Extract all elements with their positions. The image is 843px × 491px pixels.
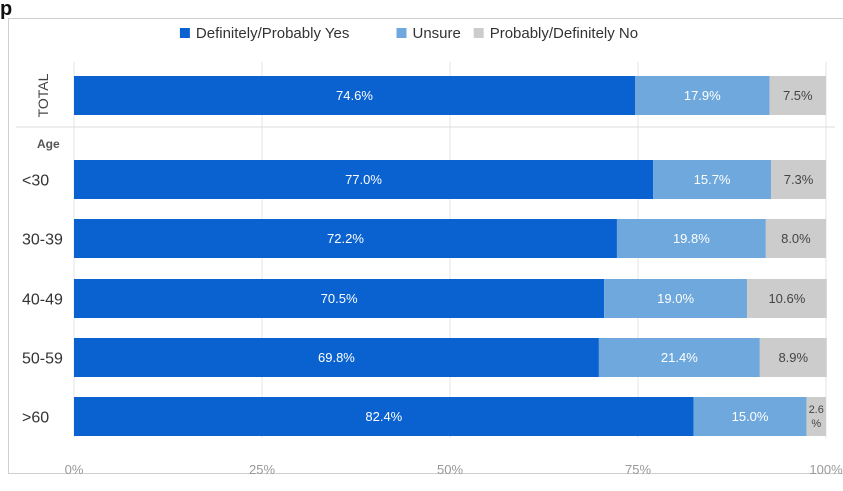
x-tick-label: 0% (65, 462, 84, 477)
bar-data-label: 7.5% (783, 88, 813, 103)
legend-label: Probably/Definitely No (490, 25, 638, 42)
bar-data-label: 19.8% (673, 231, 710, 246)
category-label: 50-59 (22, 351, 63, 368)
bar-data-label: 74.6% (336, 88, 373, 103)
x-tick-label: 50% (437, 462, 463, 477)
legend-swatch (179, 28, 190, 38)
legend-swatch (396, 28, 407, 38)
page-title: p (0, 0, 843, 22)
x-tick-label: 100% (809, 462, 843, 477)
bar-data-label: 10.6% (768, 291, 805, 306)
category-label: >60 (22, 410, 49, 427)
bar-segment-unsure (598, 338, 760, 377)
bar-segment-unsure (693, 397, 807, 436)
category-label: 40-49 (22, 292, 63, 309)
bar-data-label: 8.0% (781, 231, 811, 246)
legend-swatch (473, 28, 484, 38)
bar-segment-unsure (653, 160, 772, 199)
x-tick-label: 75% (625, 462, 651, 477)
bar-data-label: 15.7% (694, 172, 731, 187)
legend-label: Definitely/Probably Yes (196, 25, 349, 42)
category-label: <30 (22, 173, 49, 190)
bar-segment-yes (74, 219, 617, 258)
bar-segment-no (759, 338, 827, 377)
bar-segment-yes (74, 338, 599, 377)
bar-data-label: 77.0% (345, 172, 382, 187)
bar-data-label: 72.2% (327, 231, 364, 246)
bar-data-label: 21.4% (661, 350, 698, 365)
bar-segment-unsure (616, 219, 766, 258)
bar-data-label: % (811, 418, 821, 430)
page-title-text: p (0, 0, 13, 20)
bar-segment-yes (74, 76, 635, 115)
age-group-label: Age (37, 137, 60, 151)
legend-label: Unsure (413, 25, 461, 42)
category-label: 30-39 (22, 232, 63, 249)
bar-data-label: 7.3% (784, 172, 814, 187)
bar-data-label: 15.0% (732, 409, 769, 424)
bar-data-label: 17.9% (684, 88, 721, 103)
bar-segment-no (771, 160, 826, 199)
bar-segment-yes (74, 279, 605, 318)
bar-data-label: 70.5% (321, 291, 358, 306)
bar-segment-yes (74, 160, 654, 199)
bar-segment-yes (74, 397, 694, 436)
bar-segment-unsure (634, 76, 770, 115)
bar-segment-no (765, 219, 826, 258)
bar-data-label: 19.0% (657, 291, 694, 306)
bar-segment-no (806, 397, 826, 436)
bar-segment-unsure (604, 279, 748, 318)
bar-segment-no (769, 76, 826, 115)
bar-data-label: 69.8% (318, 350, 355, 365)
category-label-total: TOTAL (35, 73, 51, 117)
bar-data-label: 82.4% (365, 409, 402, 424)
bar-data-label: 2.6 (809, 404, 824, 416)
bar-segment-no (747, 279, 827, 318)
x-tick-label: 25% (249, 462, 275, 477)
bar-data-label: 8.9% (778, 350, 808, 365)
